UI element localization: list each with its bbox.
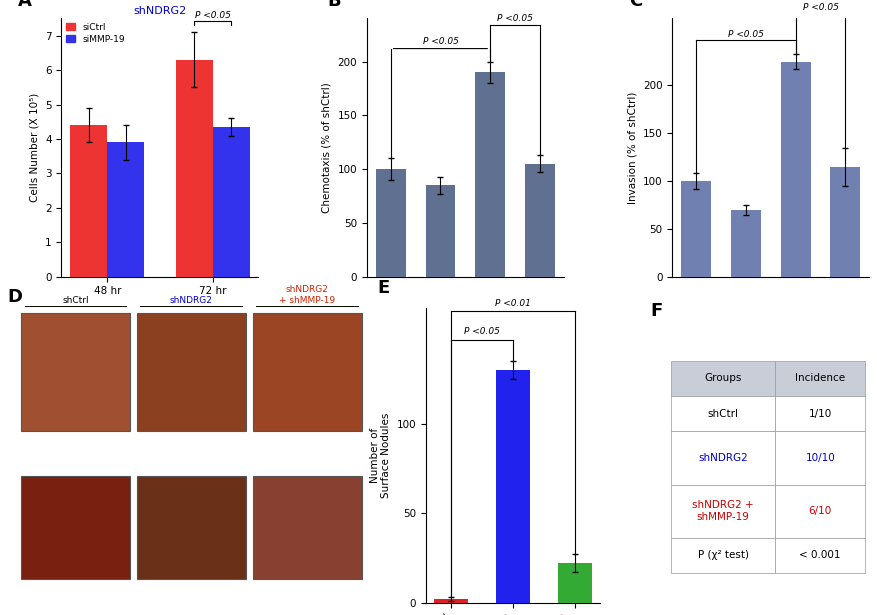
Bar — [524, 164, 554, 277]
Bar — [774, 485, 864, 538]
Text: D: D — [7, 288, 22, 306]
Text: shNDRG2 +
shMMP-19: shNDRG2 + shMMP-19 — [692, 501, 753, 522]
Text: P <0.05: P <0.05 — [496, 14, 532, 23]
Bar — [425, 185, 455, 277]
Text: C: C — [628, 0, 641, 10]
Bar — [253, 314, 361, 432]
Text: shNDRG2
+ shMMP-19: shNDRG2 + shMMP-19 — [279, 285, 335, 304]
Text: 10/10: 10/10 — [804, 453, 834, 463]
Bar — [730, 210, 759, 277]
Y-axis label: Number of
Surface Nodules: Number of Surface Nodules — [369, 413, 390, 498]
Bar — [433, 599, 467, 603]
Text: A: A — [18, 0, 32, 10]
Bar — [774, 360, 864, 396]
Bar — [780, 62, 809, 277]
Bar — [375, 169, 405, 277]
Bar — [774, 432, 864, 485]
Bar — [70, 125, 107, 277]
Y-axis label: Invasion (% of shCtrl): Invasion (% of shCtrl) — [626, 92, 637, 204]
Bar — [107, 143, 144, 277]
Y-axis label: Cells Number (X 10⁵): Cells Number (X 10⁵) — [30, 93, 39, 202]
Text: P <0.01: P <0.01 — [495, 298, 531, 308]
Bar — [21, 314, 130, 432]
Bar — [670, 360, 774, 396]
Title: shNDRG2: shNDRG2 — [133, 6, 187, 16]
Bar — [681, 181, 710, 277]
Text: shNDRG2: shNDRG2 — [170, 296, 212, 304]
Text: 6/10: 6/10 — [808, 506, 831, 516]
Bar — [557, 563, 591, 603]
Bar — [774, 538, 864, 573]
Text: shCtrl: shCtrl — [62, 296, 89, 304]
Text: P (χ² test): P (χ² test) — [697, 550, 748, 560]
Bar — [175, 60, 212, 277]
Bar — [670, 432, 774, 485]
Text: P <0.05: P <0.05 — [422, 38, 458, 47]
Text: 1/10: 1/10 — [808, 409, 831, 419]
Text: P <0.05: P <0.05 — [463, 327, 499, 336]
Y-axis label: Chemotaxis (% of shCtrl): Chemotaxis (% of shCtrl) — [322, 82, 332, 213]
Bar — [774, 396, 864, 432]
Text: F: F — [650, 303, 662, 320]
Text: < 0.001: < 0.001 — [799, 550, 840, 560]
Text: B: B — [327, 0, 340, 10]
Bar — [670, 485, 774, 538]
Bar — [830, 167, 859, 277]
Text: P <0.05: P <0.05 — [195, 11, 231, 20]
Bar — [137, 314, 246, 432]
Bar — [21, 476, 130, 579]
Text: shNDRG2: shNDRG2 — [697, 453, 747, 463]
Bar — [253, 476, 361, 579]
Text: E: E — [377, 279, 389, 297]
Bar — [474, 73, 504, 277]
Text: P <0.05: P <0.05 — [727, 30, 763, 39]
Bar — [496, 370, 530, 603]
Bar — [670, 396, 774, 432]
Bar — [212, 127, 249, 277]
Text: Groups: Groups — [703, 373, 741, 383]
Bar — [670, 538, 774, 573]
Legend: siCtrl, siMMP-19: siCtrl, siMMP-19 — [66, 23, 125, 44]
Text: P <0.05: P <0.05 — [802, 2, 838, 12]
Text: Incidence: Incidence — [795, 373, 845, 383]
Bar — [137, 476, 246, 579]
Text: shCtrl: shCtrl — [707, 409, 738, 419]
